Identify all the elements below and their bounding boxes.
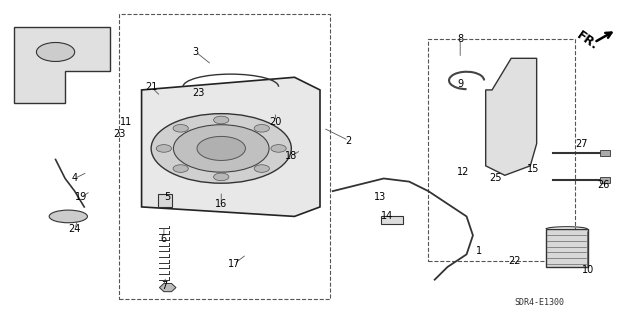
Text: 24: 24 bbox=[68, 224, 81, 234]
Text: 7: 7 bbox=[161, 281, 167, 291]
Polygon shape bbox=[141, 77, 320, 216]
Text: 23: 23 bbox=[113, 129, 125, 139]
Text: 3: 3 bbox=[193, 47, 199, 57]
Text: 23: 23 bbox=[193, 88, 205, 98]
Circle shape bbox=[173, 165, 188, 172]
Text: 18: 18 bbox=[285, 151, 298, 161]
Circle shape bbox=[173, 125, 269, 172]
Text: 4: 4 bbox=[72, 174, 77, 183]
Text: FR.: FR. bbox=[575, 29, 601, 53]
Bar bbox=[381, 216, 403, 224]
Polygon shape bbox=[159, 284, 176, 292]
Text: 10: 10 bbox=[582, 265, 594, 275]
Circle shape bbox=[254, 165, 269, 172]
Polygon shape bbox=[486, 58, 537, 175]
Text: 17: 17 bbox=[228, 259, 240, 269]
Polygon shape bbox=[600, 150, 610, 156]
Circle shape bbox=[214, 116, 229, 124]
Text: 22: 22 bbox=[508, 256, 520, 266]
Circle shape bbox=[214, 173, 229, 181]
Polygon shape bbox=[600, 177, 610, 183]
Text: 19: 19 bbox=[75, 192, 87, 203]
Text: 13: 13 bbox=[374, 192, 387, 203]
Circle shape bbox=[254, 124, 269, 132]
Polygon shape bbox=[14, 27, 109, 103]
Bar bbox=[119, 14, 330, 299]
Bar bbox=[546, 229, 588, 267]
Text: 8: 8 bbox=[457, 34, 463, 44]
Text: 25: 25 bbox=[489, 174, 502, 183]
Bar bbox=[157, 194, 172, 207]
Text: 6: 6 bbox=[161, 234, 167, 243]
Bar bbox=[428, 39, 575, 261]
Text: 2: 2 bbox=[346, 136, 352, 145]
Circle shape bbox=[197, 137, 246, 160]
Text: 27: 27 bbox=[575, 139, 588, 149]
Text: 1: 1 bbox=[476, 246, 483, 256]
Text: 26: 26 bbox=[597, 180, 610, 190]
Circle shape bbox=[173, 124, 188, 132]
Ellipse shape bbox=[49, 210, 88, 223]
Text: 12: 12 bbox=[457, 167, 470, 177]
Text: 21: 21 bbox=[145, 82, 157, 92]
Circle shape bbox=[156, 145, 172, 152]
Text: SDR4-E1300: SDR4-E1300 bbox=[515, 298, 565, 307]
Text: 16: 16 bbox=[215, 199, 227, 209]
Text: 11: 11 bbox=[120, 116, 132, 127]
Circle shape bbox=[36, 42, 75, 62]
Text: 15: 15 bbox=[527, 164, 540, 174]
Circle shape bbox=[271, 145, 286, 152]
Text: 9: 9 bbox=[457, 78, 463, 89]
Text: 5: 5 bbox=[164, 192, 170, 203]
Text: 20: 20 bbox=[269, 116, 282, 127]
Text: 14: 14 bbox=[381, 211, 393, 221]
Circle shape bbox=[151, 114, 291, 183]
